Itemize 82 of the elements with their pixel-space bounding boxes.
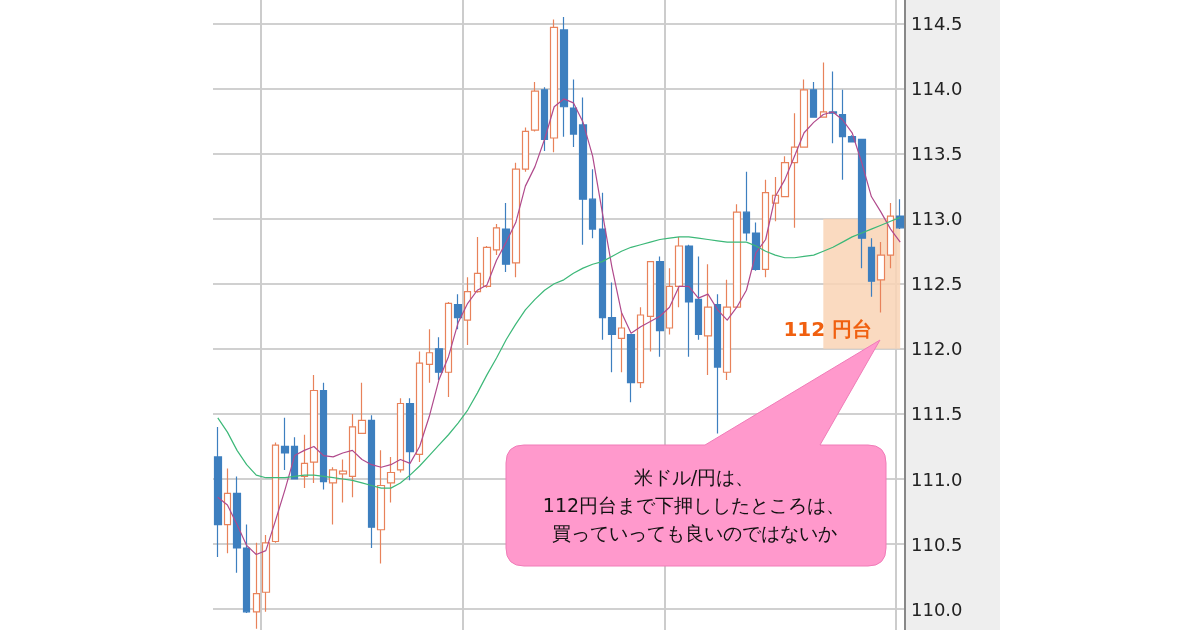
annotation: 米ドル/円は、 xyxy=(633,465,755,490)
candlestick xyxy=(867,237,876,298)
candlestick xyxy=(665,267,674,336)
y-tick-label: 113.0 xyxy=(911,208,963,230)
candlestick xyxy=(521,126,530,173)
y-tick-label: 111.0 xyxy=(911,468,963,490)
candlestick xyxy=(357,382,367,435)
candlestick xyxy=(857,138,867,269)
candlestick xyxy=(684,244,694,358)
candlestick xyxy=(549,18,559,153)
candlestick xyxy=(444,301,453,398)
candlestick xyxy=(261,534,271,613)
line-series xyxy=(217,216,901,489)
candlestick xyxy=(309,374,319,484)
annotation: 買っていっても良いのではないか xyxy=(551,521,837,546)
candlestick xyxy=(473,236,482,294)
candlestick xyxy=(453,293,463,330)
candlestick xyxy=(376,449,386,565)
candlestick xyxy=(396,397,405,474)
candlestick xyxy=(742,171,751,242)
candlestick xyxy=(367,414,376,549)
candlestick xyxy=(530,81,540,133)
candlestick xyxy=(232,475,242,574)
candlestick xyxy=(223,468,232,554)
candlestick xyxy=(607,281,617,373)
candlestick xyxy=(511,162,521,278)
band-label: 112 円台 xyxy=(783,316,873,341)
candlestick xyxy=(790,112,799,229)
candlestick xyxy=(338,458,348,504)
candlestick xyxy=(434,336,444,381)
candlestick xyxy=(415,350,424,463)
candlestick xyxy=(242,523,251,614)
candlestick xyxy=(559,16,569,138)
candlestick xyxy=(405,397,415,481)
candlestick xyxy=(703,263,713,376)
y-tick-label: 114.5 xyxy=(911,12,963,34)
candlestick xyxy=(578,97,588,246)
candlestick xyxy=(540,86,549,152)
candlestick xyxy=(694,255,703,341)
candlestick xyxy=(674,236,684,308)
candlestick xyxy=(252,542,261,630)
y-tick-label: 114.0 xyxy=(911,78,963,100)
candlestick xyxy=(876,241,886,313)
candlestick xyxy=(271,441,280,544)
candlestick xyxy=(828,70,838,144)
y-tick-label: 112.5 xyxy=(911,273,963,295)
candlestick xyxy=(838,89,847,181)
y-tick-label: 112.0 xyxy=(911,338,963,360)
candlestick xyxy=(886,202,895,269)
candlestick xyxy=(598,192,607,341)
candlestick xyxy=(646,261,655,353)
candlestick xyxy=(588,168,597,239)
candlestick xyxy=(732,203,742,308)
candlestick xyxy=(617,311,626,373)
candlestick xyxy=(501,202,511,273)
candlestick xyxy=(425,328,434,384)
candlestick xyxy=(348,413,357,498)
y-tick-label: 111.5 xyxy=(911,403,963,425)
candlestick xyxy=(280,417,290,471)
candlestick xyxy=(328,466,338,526)
candlestick xyxy=(482,245,492,289)
candlestick xyxy=(655,255,665,358)
candlestick xyxy=(386,456,396,504)
candlestick xyxy=(895,198,905,230)
annotation: 112円台まで下押ししたところは、 xyxy=(542,493,846,518)
candlestick xyxy=(636,306,645,389)
candlestick xyxy=(569,78,578,148)
line-series xyxy=(217,98,901,556)
candlestick xyxy=(722,279,732,381)
candlestick xyxy=(809,81,818,118)
candlestick xyxy=(713,293,722,435)
candlestick xyxy=(492,223,501,256)
candlestick xyxy=(319,382,328,491)
candlestick xyxy=(463,276,472,346)
y-tick-label: 113.5 xyxy=(911,143,963,165)
candlestick xyxy=(761,179,770,278)
candlestick xyxy=(780,155,790,198)
y-tick-label: 110.5 xyxy=(911,533,963,555)
y-tick-label: 110.0 xyxy=(911,598,963,620)
candlestick xyxy=(799,78,809,148)
candlestick xyxy=(213,426,223,558)
candlestick xyxy=(626,333,636,403)
